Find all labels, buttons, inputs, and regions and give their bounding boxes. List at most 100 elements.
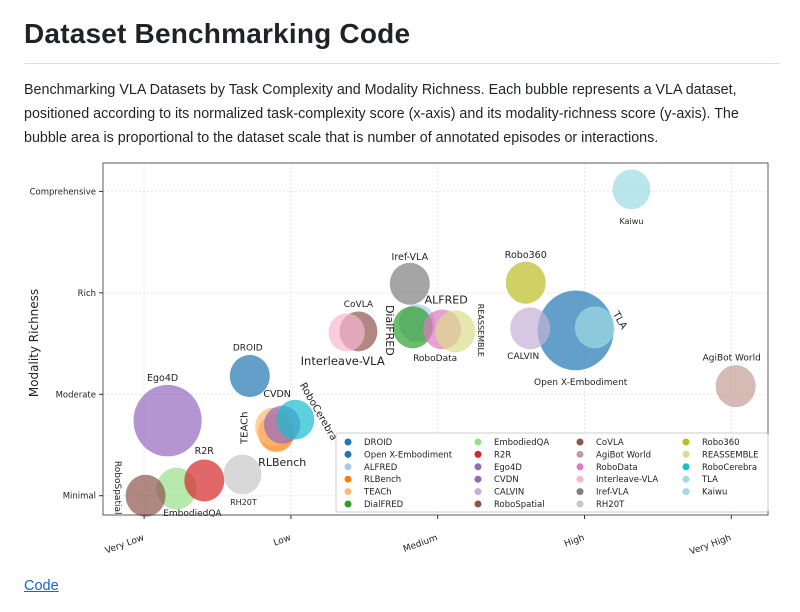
legend-label: RoboData <box>596 463 638 473</box>
y-tick-label: Minimal <box>63 492 96 502</box>
legend-marker <box>474 438 482 446</box>
bubble <box>392 306 433 349</box>
bubble <box>715 365 756 408</box>
page-title: Dataset Benchmarking Code <box>24 18 411 49</box>
legend-marker <box>576 500 584 508</box>
legend-label: ALFRED <box>364 463 398 473</box>
title-divider <box>24 63 780 64</box>
legend-label: AgiBot World <box>596 450 651 460</box>
bubble <box>389 262 430 305</box>
legend-label: RoboSpatial <box>494 500 545 510</box>
legend-marker <box>576 463 584 471</box>
bubble-label: DROID <box>233 344 263 354</box>
legend-marker <box>682 463 690 471</box>
bubble-label: DialFRED <box>383 305 396 356</box>
bubble-label: ALFRED <box>425 293 468 306</box>
x-tick-label: Medium <box>402 533 439 555</box>
legend-marker <box>474 475 482 483</box>
legend-marker <box>682 438 690 446</box>
y-axis-label: Modality Richness <box>27 289 41 397</box>
legend-marker <box>474 488 482 496</box>
bubble-label: CVDN <box>263 389 291 400</box>
legend-label: Kaiwu <box>702 488 727 498</box>
plot-frame <box>102 162 769 516</box>
legend-box <box>335 432 769 513</box>
bubbles <box>125 169 756 517</box>
bubble-label: Interleave-VLA <box>301 354 385 368</box>
bubble <box>574 306 615 349</box>
legend-label: Interleave-VLA <box>596 475 658 485</box>
bubble <box>510 307 551 350</box>
bubble <box>223 454 262 495</box>
bubble <box>184 459 225 502</box>
legend-label: REASSEMBLE <box>702 450 759 460</box>
bubble-label: Iref-VLA <box>392 252 429 263</box>
y-tick-label: Rich <box>78 289 96 299</box>
bubble-label: CALVIN <box>507 352 539 362</box>
legend-label: RoboCerebra <box>702 463 757 473</box>
bubble <box>229 355 270 398</box>
y-tick-label: Moderate <box>56 390 96 400</box>
legend-marker <box>474 500 482 508</box>
legend-label: DialFRED <box>364 500 404 510</box>
bubble-label: RLBench <box>258 456 306 469</box>
legend-marker <box>576 488 584 496</box>
bubble-label: RoboSpatial <box>112 461 122 515</box>
bubble-label: RH20T <box>230 498 257 507</box>
legend-marker <box>344 463 352 471</box>
legend-label: RH20T <box>596 500 625 510</box>
legend-marker <box>344 500 352 508</box>
legend-marker <box>682 488 690 496</box>
bubble <box>328 313 365 352</box>
legend-label: DROID <box>364 438 393 448</box>
chart-description: Benchmarking VLA Datasets by Task Comple… <box>24 82 739 146</box>
legend-label: CoVLA <box>596 438 624 448</box>
bubble <box>276 399 315 440</box>
legend-label: Open X-Embodiment <box>364 450 453 460</box>
legend-label: CVDN <box>494 475 519 485</box>
x-tick-label: High <box>563 533 586 549</box>
legend-marker <box>576 475 584 483</box>
x-tick-label: Very Low <box>104 533 146 556</box>
y-tick-label: Comprehensive <box>30 187 96 197</box>
legend: DROID Open X-Embodiment ALFRED RLBench TEACh… <box>335 432 769 513</box>
legend-label: Ego4D <box>494 463 522 473</box>
legend-label: TLA <box>701 475 718 485</box>
legend-label: Iref-VLA <box>596 488 629 498</box>
code-link[interactable]: Code <box>24 578 59 594</box>
legend-marker <box>344 475 352 483</box>
bubble-label: Ego4D <box>147 373 178 384</box>
legend-marker <box>576 438 584 446</box>
legend-marker <box>474 450 482 458</box>
legend-marker <box>682 450 690 458</box>
bubble <box>435 310 476 353</box>
legend-label: Robo360 <box>702 438 740 448</box>
x-tick-label: Very High <box>688 533 732 557</box>
bubble-label: CoVLA <box>344 300 374 310</box>
bubble-label: Kaiwu <box>620 217 644 226</box>
legend-label: R2R <box>494 450 511 460</box>
bubble-label: EmbodiedQA <box>163 509 222 519</box>
legend-label: CALVIN <box>494 488 524 498</box>
legend-label: TEACh <box>363 488 392 498</box>
bubble <box>612 169 651 210</box>
legend-label: EmbodiedQA <box>494 438 549 448</box>
legend-label: RLBench <box>364 475 401 485</box>
bubble <box>505 261 546 304</box>
bubble <box>133 384 202 457</box>
bubble-label: TEACh <box>239 412 250 445</box>
legend-marker <box>344 450 352 458</box>
bubble-label: AgiBot World <box>703 354 761 364</box>
legend-marker <box>682 475 690 483</box>
bubble-label: REASSEMBLE <box>476 304 485 357</box>
bubble <box>125 474 166 517</box>
legend-marker <box>344 488 352 496</box>
bubble-label: RoboData <box>413 354 457 364</box>
x-tick-label: Low <box>272 533 292 548</box>
bubble-label: Open X-Embodiment <box>534 378 628 388</box>
legend-marker <box>576 450 584 458</box>
bubble-label: Robo360 <box>505 250 547 261</box>
bubble-label: R2R <box>195 446 215 457</box>
legend-marker <box>344 438 352 446</box>
